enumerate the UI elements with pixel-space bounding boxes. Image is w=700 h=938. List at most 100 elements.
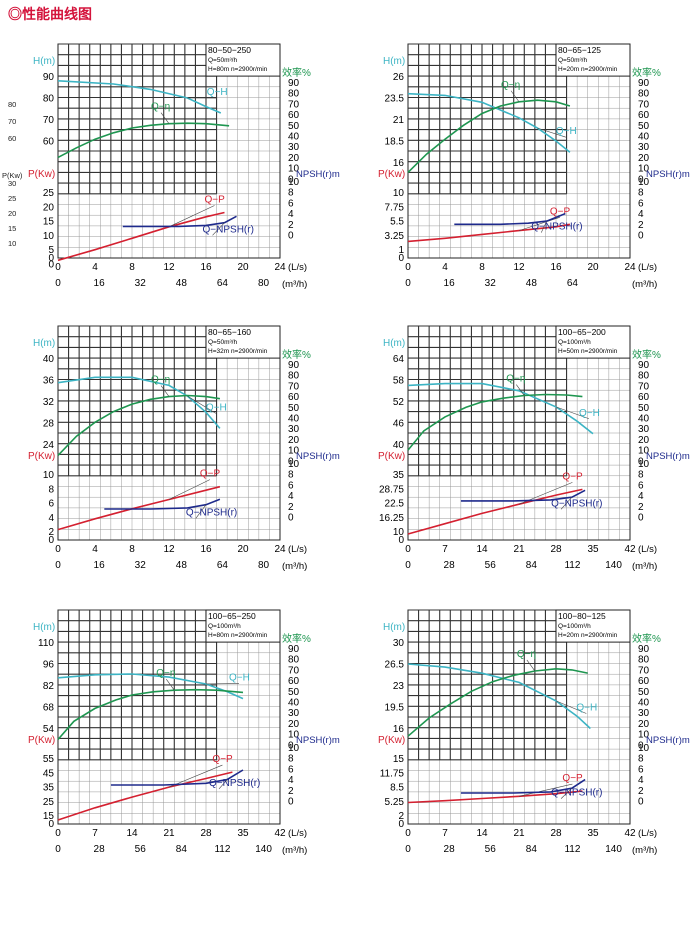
- ls-tick: 42: [624, 544, 636, 555]
- npsh-tick: 0: [638, 513, 644, 524]
- qeta-curve: [57, 122, 230, 159]
- head-axis-label: H(m): [33, 338, 55, 349]
- ls-tick: 4: [92, 262, 98, 273]
- npsh-axis-label: NPSH(r)m: [296, 735, 340, 746]
- qh-label: Q−H: [229, 673, 250, 684]
- power-tick: 10: [43, 231, 55, 242]
- ls-tick: 28: [200, 828, 212, 839]
- spec-box: [205, 609, 281, 643]
- spec-box: [205, 43, 281, 77]
- m3h-tick: 80: [258, 560, 270, 571]
- eff-tick: 10: [288, 730, 300, 741]
- m3h-tick: 16: [94, 560, 106, 571]
- ls-tick: 0: [55, 544, 61, 555]
- power-tick: 11.75: [380, 768, 405, 779]
- qnpsh-label: Q−NPSH(r): [551, 788, 602, 799]
- eff-tick: 40: [288, 414, 300, 425]
- leader-line: [516, 384, 525, 396]
- qnpsh-curve: [110, 769, 244, 786]
- ls-tick: 35: [587, 544, 599, 555]
- npsh-tick: 4: [288, 209, 294, 220]
- npsh-tick: 2: [288, 786, 294, 797]
- qnpsh-label: Q−NPSH(r): [551, 498, 602, 509]
- head-tick: 30: [393, 638, 405, 649]
- eff-tick: 50: [288, 403, 300, 414]
- spec-line: H=50m n=2900r/min: [558, 348, 618, 355]
- spec-line: H=80m n=2900r/min: [208, 632, 268, 639]
- ls-tick: 42: [624, 828, 636, 839]
- power-tick: 28.75: [379, 484, 404, 495]
- spec-box: [555, 43, 631, 77]
- leader-line: [218, 779, 228, 790]
- m3h-tick: 0: [55, 278, 61, 289]
- qp-curve: [57, 771, 233, 821]
- npsh-tick: 2: [638, 220, 644, 231]
- spec-line: Q=100m³/h: [208, 623, 241, 630]
- ls-unit-label: (L/s): [288, 262, 307, 273]
- head-tick: 40: [43, 354, 55, 365]
- ls-tick: 0: [405, 544, 411, 555]
- m3h-tick: 64: [217, 278, 229, 289]
- stray-label: 20: [8, 209, 17, 218]
- qeta-curve: [407, 99, 571, 173]
- eff-tick: 40: [638, 132, 650, 143]
- qnpsh-label: Q−NPSH(r): [209, 778, 260, 789]
- eff-tick: 20: [638, 719, 650, 730]
- eff-tick: 90: [638, 78, 650, 89]
- qp-curve: [57, 211, 225, 262]
- ls-unit-label: (L/s): [288, 544, 307, 555]
- stray-label: 25: [8, 194, 17, 203]
- power-tick: 8.5: [390, 783, 404, 794]
- npsh-axis-label: NPSH(r)m: [646, 169, 690, 180]
- eff-tick: 80: [288, 655, 300, 666]
- npsh-tick: 2: [288, 220, 294, 231]
- head-tick: 70: [43, 115, 55, 126]
- qnpsh-label: Q−NPSH(r): [186, 507, 237, 518]
- ls-tick: 14: [126, 828, 138, 839]
- eff-tick: 20: [288, 153, 300, 164]
- ls-unit-label: (L/s): [638, 262, 657, 273]
- power-tick: 6: [48, 499, 54, 510]
- head-tick: 23: [393, 681, 405, 692]
- qnpsh-curve: [122, 215, 237, 228]
- head-tick: 36: [43, 376, 55, 387]
- npsh-tick: 6: [288, 480, 294, 491]
- eff-tick: 0: [288, 740, 294, 751]
- npsh-tick: 10: [288, 177, 300, 188]
- leader-line: [187, 395, 217, 414]
- qp-curve: [57, 485, 221, 531]
- ls-tick: 0: [405, 828, 411, 839]
- leader-line: [160, 385, 170, 397]
- npsh-tick: 8: [638, 470, 644, 481]
- m3h-tick: 0: [405, 844, 411, 855]
- m3h-tick: 56: [135, 844, 147, 855]
- m3h-tick: 84: [176, 844, 188, 855]
- qeta-curve: [57, 688, 244, 741]
- ls-tick: 24: [274, 544, 286, 555]
- power-tick: 4: [48, 513, 54, 524]
- eff-tick: 60: [288, 110, 300, 121]
- qnpsh-label: Q−NPSH(r): [203, 224, 254, 235]
- eff-tick: 50: [638, 403, 650, 414]
- qh-curve: [407, 663, 591, 730]
- head-tick: 26: [393, 72, 405, 83]
- eff-tick: 10: [638, 446, 650, 457]
- power-tick: 35: [393, 470, 405, 481]
- qnpsh-curve: [460, 489, 586, 502]
- m3h-tick: 56: [485, 560, 497, 571]
- leader-line: [510, 90, 520, 102]
- eff-tick: 30: [638, 142, 650, 153]
- eff-tick: 50: [638, 687, 650, 698]
- eff-tick: 30: [288, 708, 300, 719]
- m3h-tick: 140: [605, 560, 622, 571]
- origin-tick: 0: [398, 253, 404, 264]
- power-tick: 1: [398, 245, 404, 256]
- ls-tick: 35: [237, 828, 249, 839]
- power-axis-label: P(Kw): [378, 451, 405, 462]
- eff-tick: 40: [638, 698, 650, 709]
- eff-tick: 0: [288, 174, 294, 185]
- m3h-tick: 64: [567, 278, 579, 289]
- eff-tick: 60: [638, 676, 650, 687]
- eff-tick: 0: [288, 456, 294, 467]
- qh-label: Q−H: [576, 703, 597, 714]
